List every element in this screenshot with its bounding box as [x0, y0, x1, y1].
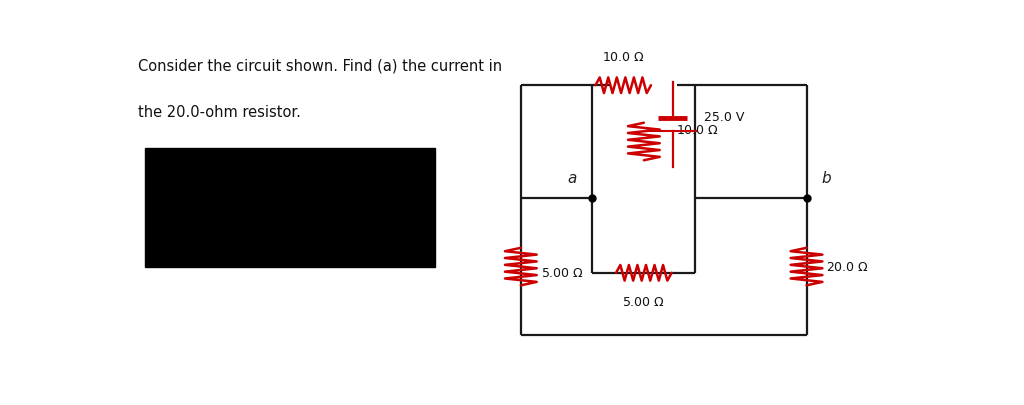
- Bar: [145, 148, 435, 267]
- Text: 20.0 $\Omega$: 20.0 $\Omega$: [826, 260, 869, 273]
- Text: b: b: [821, 171, 831, 186]
- Text: the 20.0-ohm resistor.: the 20.0-ohm resistor.: [137, 105, 300, 120]
- Text: 5.00 $\Omega$: 5.00 $\Omega$: [541, 266, 584, 279]
- Text: Consider the circuit shown. Find (a) the current in: Consider the circuit shown. Find (a) the…: [137, 58, 502, 73]
- Text: 10.0 $\Omega$: 10.0 $\Omega$: [602, 51, 645, 64]
- Text: a: a: [567, 171, 578, 186]
- Text: 25.0 V: 25.0 V: [705, 111, 744, 124]
- Text: 10.0 $\Omega$: 10.0 $\Omega$: [676, 123, 719, 136]
- Text: 5.00 $\Omega$: 5.00 $\Omega$: [623, 295, 666, 308]
